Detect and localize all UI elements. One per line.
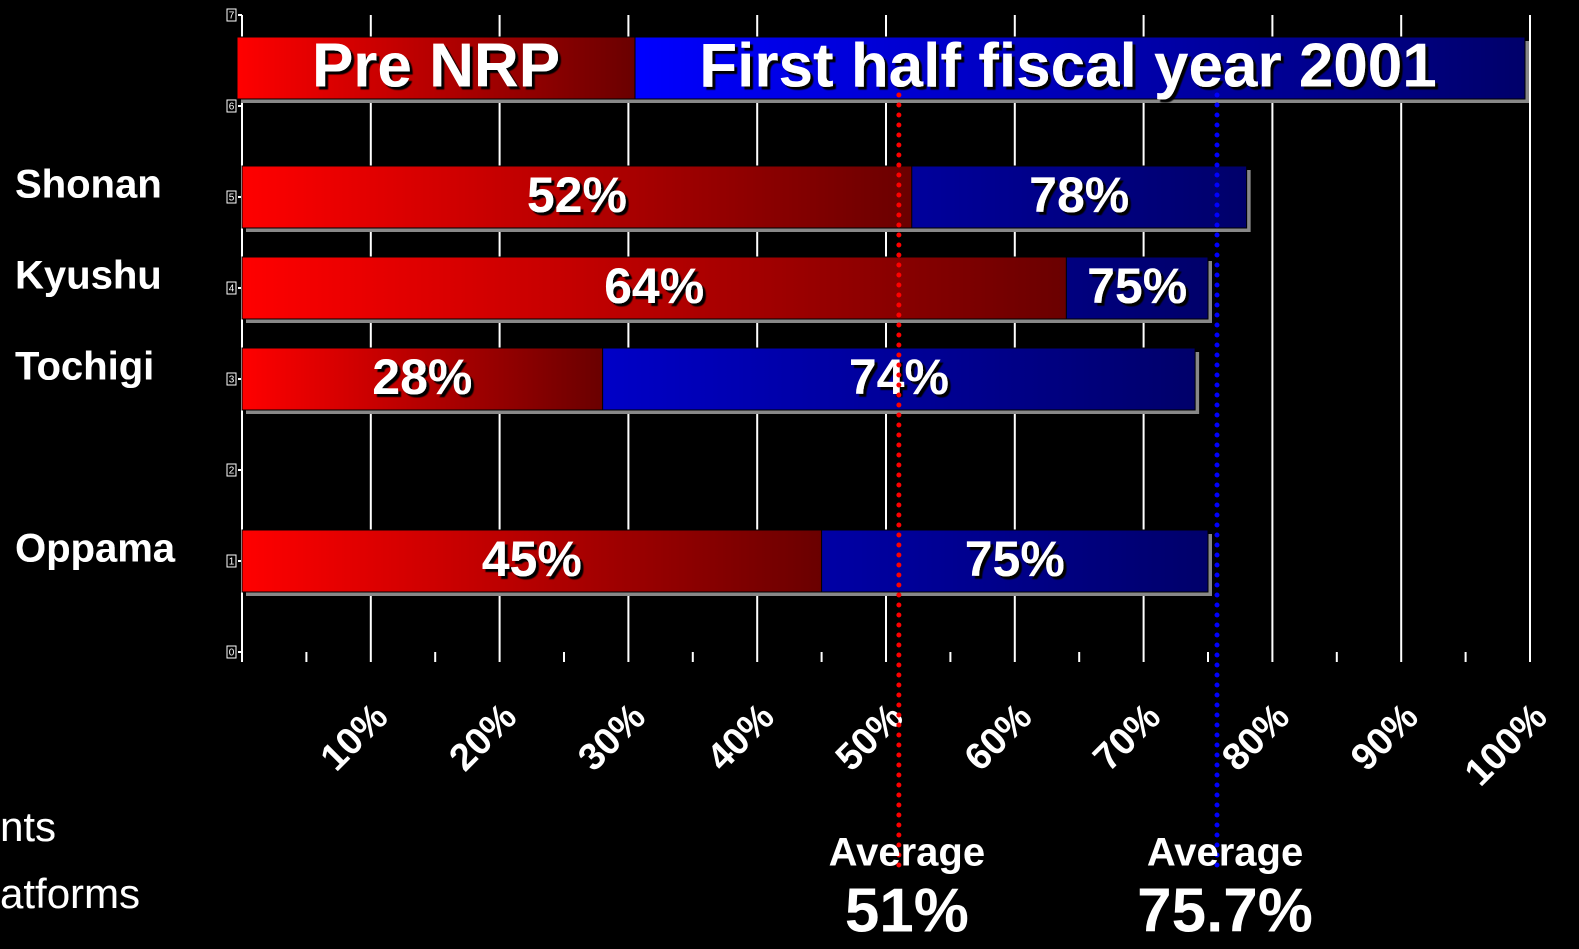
x-tick-label: 80% xyxy=(1214,696,1297,779)
y-tick-box xyxy=(226,463,237,477)
x-tick-label: 60% xyxy=(957,696,1040,779)
x-tick-label: 40% xyxy=(699,696,782,779)
y-tick-box xyxy=(226,645,237,659)
y-tick-box xyxy=(226,372,237,386)
average-value: 75.7% xyxy=(1137,876,1313,945)
data-label: 52% xyxy=(527,167,627,223)
x-tick-label: 100% xyxy=(1457,696,1555,794)
y-tick-box xyxy=(226,8,237,22)
data-label: 75% xyxy=(1087,258,1187,314)
y-tick-label: 4 xyxy=(229,284,235,295)
y-tick-label: 7 xyxy=(229,11,235,22)
bars xyxy=(236,36,1529,596)
x-tick-label: 10% xyxy=(313,696,396,779)
legend-label: Pre NRP xyxy=(312,31,560,100)
category-label: Kyushu xyxy=(15,254,162,298)
y-tick-box xyxy=(226,190,237,204)
category-label: Shonan xyxy=(15,163,162,207)
legend-label: First half fiscal year 2001 xyxy=(699,31,1437,100)
y-tick-label: 0 xyxy=(229,648,235,659)
grid: 0 1 2 3 4 5 6 7 xyxy=(226,8,1531,662)
bar xyxy=(241,256,1067,320)
bar xyxy=(241,165,913,229)
x-tick-label: 20% xyxy=(442,696,525,779)
y-tick-box xyxy=(226,554,237,568)
x-tick-label: 90% xyxy=(1343,696,1426,779)
x-tick-label: 70% xyxy=(1086,696,1169,779)
y-tick-box xyxy=(226,99,237,113)
side-text: atforms xyxy=(0,870,140,917)
legend-swatch xyxy=(236,36,636,100)
y-tick-box xyxy=(226,281,237,295)
data-label: 78% xyxy=(1029,167,1129,223)
legend-swatch xyxy=(634,36,1526,100)
y-tick-label: 6 xyxy=(229,102,235,113)
y-tick-label: 1 xyxy=(229,557,235,568)
data-label: 75% xyxy=(965,531,1065,587)
data-label: 45% xyxy=(482,531,582,587)
bar xyxy=(241,529,823,593)
data-label: 28% xyxy=(372,349,472,405)
x-tick-label: 30% xyxy=(570,696,653,779)
side-text: nts xyxy=(0,803,56,850)
data-label: 64% xyxy=(604,258,704,314)
y-tick-label: 2 xyxy=(229,466,235,477)
bar xyxy=(241,347,604,411)
average-value: 51% xyxy=(845,876,969,945)
average-label: Average xyxy=(829,831,985,875)
average-label: Average xyxy=(1147,831,1303,875)
y-tick-label: 5 xyxy=(229,193,235,204)
category-label: Tochigi xyxy=(15,345,154,389)
category-label: Oppama xyxy=(15,527,176,571)
y-tick-label: 3 xyxy=(229,375,235,386)
